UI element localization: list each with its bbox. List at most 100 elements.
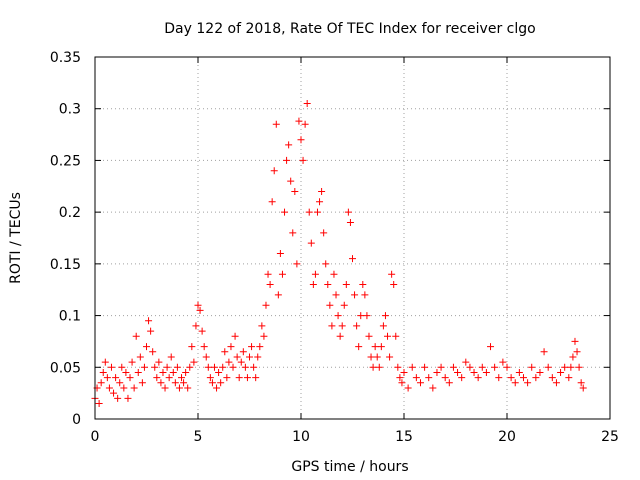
data-point bbox=[293, 260, 301, 268]
data-point bbox=[369, 363, 377, 371]
data-point bbox=[254, 353, 262, 361]
data-point bbox=[305, 208, 313, 216]
data-point bbox=[441, 374, 449, 382]
data-point bbox=[332, 291, 340, 299]
data-point bbox=[210, 363, 218, 371]
data-point bbox=[114, 394, 122, 402]
y-tick-label: 0.15 bbox=[50, 257, 81, 273]
data-point bbox=[377, 343, 385, 351]
data-point bbox=[153, 374, 161, 382]
data-point bbox=[507, 374, 515, 382]
data-point bbox=[250, 363, 258, 371]
data-point bbox=[384, 332, 392, 340]
y-tick-label: 0.2 bbox=[59, 205, 81, 221]
data-point bbox=[173, 363, 181, 371]
data-point bbox=[404, 384, 412, 392]
data-point bbox=[433, 368, 441, 376]
data-point bbox=[188, 343, 196, 351]
data-point bbox=[573, 348, 581, 356]
x-tick-label: 0 bbox=[91, 429, 100, 445]
data-point bbox=[349, 255, 356, 263]
data-point bbox=[130, 384, 138, 392]
data-point bbox=[101, 358, 109, 366]
data-point bbox=[134, 368, 142, 376]
data-point bbox=[165, 374, 173, 382]
x-tick-label: 5 bbox=[194, 429, 203, 445]
data-point bbox=[145, 317, 153, 325]
data-point bbox=[262, 301, 270, 309]
data-point bbox=[381, 312, 389, 320]
data-point bbox=[122, 368, 130, 376]
data-point bbox=[495, 374, 503, 382]
data-point bbox=[482, 368, 490, 376]
data-point bbox=[194, 301, 202, 309]
data-point bbox=[105, 384, 113, 392]
data-point bbox=[190, 358, 198, 366]
data-point bbox=[126, 374, 134, 382]
data-point bbox=[353, 322, 361, 330]
data-point bbox=[569, 353, 577, 361]
data-point bbox=[147, 327, 155, 335]
data-point bbox=[398, 379, 406, 387]
data-point bbox=[503, 363, 511, 371]
data-point bbox=[365, 332, 373, 340]
data-point bbox=[229, 363, 237, 371]
data-point bbox=[297, 136, 305, 144]
grid bbox=[95, 57, 610, 419]
data-point bbox=[285, 141, 293, 149]
data-point bbox=[379, 322, 387, 330]
data-point bbox=[196, 306, 204, 314]
data-point bbox=[344, 208, 352, 216]
data-point bbox=[336, 332, 344, 340]
data-point bbox=[359, 281, 367, 289]
data-point bbox=[334, 312, 342, 320]
data-point bbox=[478, 363, 486, 371]
data-point bbox=[561, 363, 569, 371]
data-point bbox=[532, 374, 540, 382]
data-point bbox=[95, 399, 103, 407]
data-point bbox=[491, 363, 499, 371]
y-axis-label: ROTI / TECUs bbox=[8, 192, 24, 284]
data-point bbox=[340, 301, 348, 309]
data-point bbox=[281, 208, 289, 216]
data-point bbox=[227, 343, 235, 351]
data-point bbox=[270, 167, 278, 175]
data-point bbox=[346, 218, 354, 226]
y-tick-label: 0.1 bbox=[59, 309, 81, 325]
data-point bbox=[295, 117, 303, 125]
y-tick-label: 0.25 bbox=[50, 153, 81, 169]
data-point bbox=[116, 379, 124, 387]
x-tick-label: 20 bbox=[498, 429, 516, 445]
data-point bbox=[301, 120, 309, 128]
data-point bbox=[390, 281, 398, 289]
data-point bbox=[412, 374, 420, 382]
data-point bbox=[565, 374, 573, 382]
data-point bbox=[548, 374, 556, 382]
data-point bbox=[567, 363, 575, 371]
x-tick-label: 25 bbox=[601, 429, 619, 445]
data-point bbox=[511, 379, 519, 387]
data-point bbox=[318, 187, 326, 195]
data-point bbox=[140, 363, 148, 371]
data-point bbox=[225, 358, 233, 366]
chart-title: Day 122 of 2018, Rate Of TEC Index for r… bbox=[164, 21, 535, 37]
data-point bbox=[128, 358, 136, 366]
data-point bbox=[107, 363, 115, 371]
plot-area-border bbox=[94, 56, 611, 420]
data-point bbox=[103, 374, 111, 382]
data-point bbox=[143, 343, 150, 351]
data-point bbox=[579, 384, 587, 392]
data-point bbox=[328, 322, 336, 330]
data-point bbox=[243, 374, 251, 382]
data-point bbox=[544, 363, 552, 371]
data-point bbox=[97, 379, 105, 387]
data-points bbox=[91, 100, 587, 407]
data-point bbox=[445, 379, 453, 387]
data-point bbox=[221, 348, 229, 356]
data-point bbox=[124, 394, 132, 402]
y-tick-label: 0.35 bbox=[50, 50, 81, 66]
data-point bbox=[524, 379, 532, 387]
data-point bbox=[357, 312, 365, 320]
data-point bbox=[99, 368, 107, 376]
